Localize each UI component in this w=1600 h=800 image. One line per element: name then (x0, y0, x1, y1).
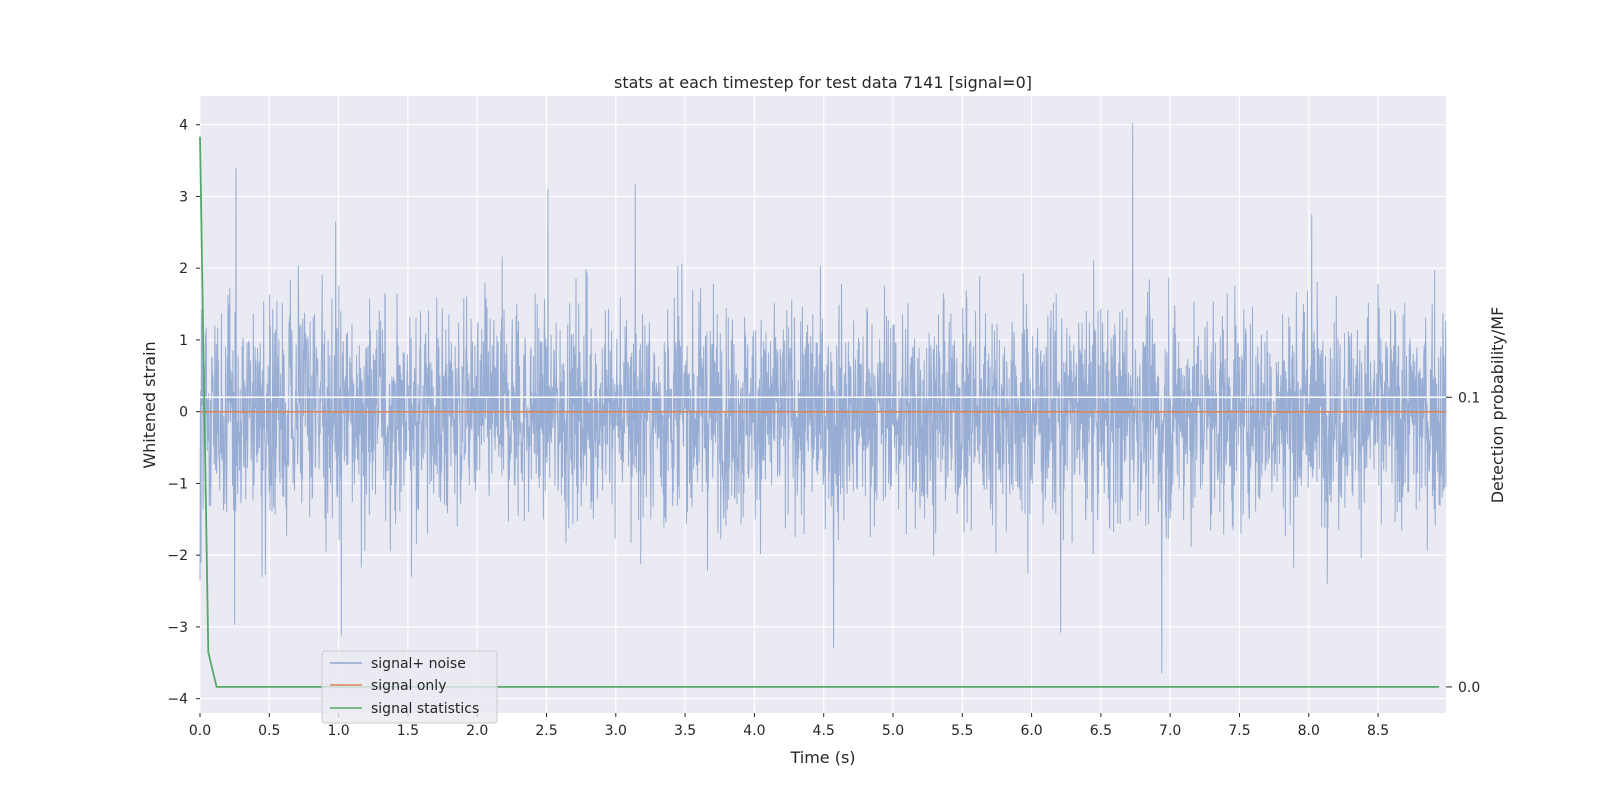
series-signal-noise (199, 123, 1447, 674)
y-right-tick-label: 0.0 (1458, 680, 1480, 696)
x-tick-label: 7.5 (1228, 723, 1250, 739)
y-tick-label: −3 (167, 620, 188, 636)
x-tick-label: 5.5 (951, 723, 973, 739)
x-tick-label: 7.0 (1159, 723, 1181, 739)
x-tick-label: 1.5 (397, 723, 419, 739)
x-tick-label: 4.5 (813, 723, 835, 739)
x-tick-label: 1.0 (327, 723, 349, 739)
y-tick-label: −2 (167, 548, 188, 564)
ticks: 0.0 0.5 1.0 1.5 2.0 2.5 3.0 3.5 4.0 4.5 5.0 5.5 6.0 6… (167, 118, 1480, 739)
x-tick-label: 3.5 (674, 723, 696, 739)
legend: signal+ noise signal only signal statist… (321, 650, 498, 724)
x-tick-label: 0.5 (258, 723, 280, 739)
chart-title: stats at each timestep for test data 714… (614, 73, 1032, 92)
series-layer (199, 123, 1447, 688)
legend-frame (321, 650, 498, 724)
y-tick-label: 2 (179, 261, 188, 277)
x-tick-label: 3.0 (605, 723, 627, 739)
x-tick-label: 8.0 (1298, 723, 1320, 739)
x-tick-label: 2.0 (466, 723, 488, 739)
x-tick-label: 6.0 (1020, 723, 1042, 739)
x-tick-label: 4.0 (743, 723, 765, 739)
x-axis-label: Time (s) (789, 748, 855, 767)
x-tick-label: 5.0 (882, 723, 904, 739)
y-tick-label: 4 (179, 118, 188, 134)
y-tick-label: 0 (179, 405, 188, 421)
legend-label-signal-only: signal only (371, 678, 446, 694)
y-right-tick-label: 0.1 (1458, 390, 1480, 406)
x-tick-label: 0.0 (189, 723, 211, 739)
y-tick-label: −1 (167, 476, 188, 492)
y-axis-label: Whitened strain (140, 341, 159, 468)
y-tick-label: 3 (179, 189, 188, 205)
x-tick-label: 6.5 (1090, 723, 1112, 739)
x-tick-label: 8.5 (1367, 723, 1389, 739)
series-signal-statistics (199, 136, 1440, 688)
x-tick-label: 2.5 (535, 723, 557, 739)
y-tick-label: −4 (167, 692, 188, 708)
legend-label-signal-noise: signal+ noise (371, 656, 466, 672)
legend-label-signal-statistics: signal statistics (371, 701, 479, 717)
y-tick-label: 1 (179, 333, 188, 349)
y-right-axis-label: Detection probability/MF (1488, 307, 1507, 504)
